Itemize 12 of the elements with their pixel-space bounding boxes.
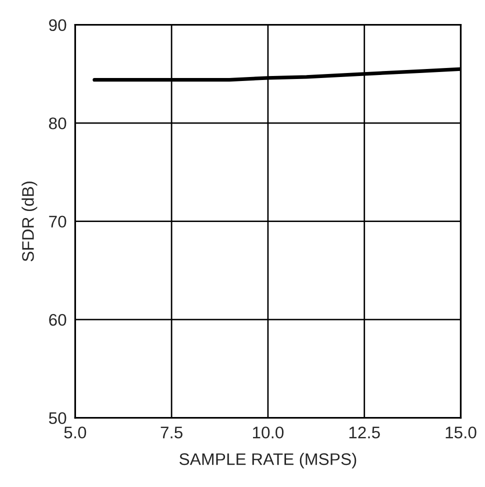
y-tick-label: 80 bbox=[49, 117, 66, 130]
x-tick-label: 15.0 bbox=[446, 426, 476, 438]
y-tick-label: 90 bbox=[49, 19, 66, 32]
y-tick-label: 50 bbox=[48, 412, 66, 424]
x-tick-label: 10.0 bbox=[253, 426, 284, 438]
x-tick-label: 5.0 bbox=[64, 426, 86, 438]
x-tick-label: 7.5 bbox=[160, 426, 182, 438]
y-axis-title: SFDR (dB) bbox=[22, 182, 38, 262]
y-tick-label: 60 bbox=[49, 314, 66, 326]
x-tick-label: 12.5 bbox=[349, 426, 380, 438]
x-axis-title: SAMPLE RATE (MSPS) bbox=[180, 452, 356, 468]
y-tick-label: 70 bbox=[49, 216, 66, 228]
